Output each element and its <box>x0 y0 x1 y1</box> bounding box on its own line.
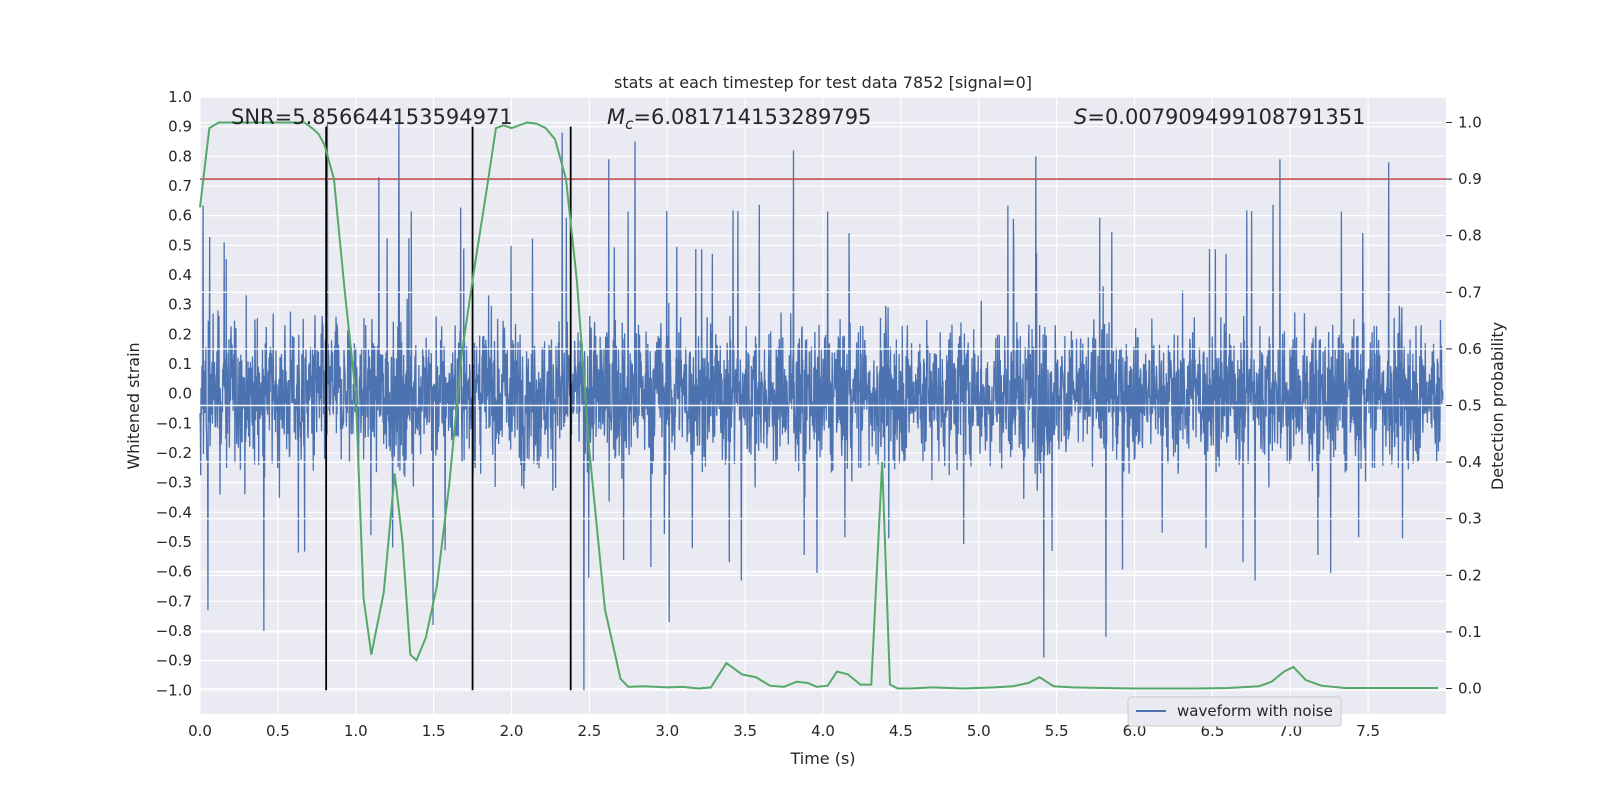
y-tick-label-10: 0.0 <box>168 385 192 403</box>
y2-tick-label-5: 0.5 <box>1458 397 1482 415</box>
y-tick-label-2: 0.8 <box>168 147 192 165</box>
legend-label: waveform with noise <box>1177 702 1333 720</box>
overlay-lines <box>199 121 1446 691</box>
y2-axis-label: Detection probability <box>1488 322 1507 490</box>
x-tick-label-4: 2.0 <box>500 722 524 740</box>
y-tick-label-4: 0.6 <box>168 207 192 225</box>
y-tick-label-13: −0.3 <box>156 474 192 492</box>
chirp-mass-subscript: c <box>625 115 634 133</box>
y-tick-label-3: 0.7 <box>168 177 192 195</box>
y2-tick-label-3: 0.7 <box>1458 283 1482 301</box>
x-tick-label-9: 4.5 <box>889 722 913 740</box>
y-tick-label-11: −0.1 <box>156 414 192 432</box>
y2-tick-label-4: 0.6 <box>1458 340 1482 358</box>
x-tick-label-10: 5.0 <box>967 722 991 740</box>
y2-tick-label-2: 0.8 <box>1458 227 1482 245</box>
y2-tick-label-10: 0.0 <box>1458 680 1482 698</box>
x-tick-label-0: 0.0 <box>188 722 212 740</box>
y-tick-label-8: 0.2 <box>168 325 192 343</box>
detection-probability-line <box>199 121 1439 690</box>
y-tick-label-15: −0.5 <box>156 533 192 551</box>
legend-box <box>1127 696 1342 727</box>
chirp-mass-symbol: M <box>607 105 625 129</box>
legend: waveform with noise <box>1127 696 1342 727</box>
chirp-mass-value: =6.081714153289795 <box>633 105 871 129</box>
x-tick-label-6: 3.0 <box>655 722 679 740</box>
x-tick-label-5: 2.5 <box>577 722 601 740</box>
x-tick-label-1: 0.5 <box>266 722 290 740</box>
y-tick-label-14: −0.4 <box>156 503 192 521</box>
x-tick-label-8: 4.0 <box>811 722 835 740</box>
s-symbol: S <box>1074 105 1087 129</box>
waveform-series <box>199 123 1446 691</box>
x-tick-label-3: 1.5 <box>422 722 446 740</box>
y2-tick-label-8: 0.2 <box>1458 566 1482 584</box>
y-tick-label-5: 0.5 <box>168 236 192 254</box>
y2-tick-label-1: 0.9 <box>1458 170 1482 188</box>
y-tick-label-17: −0.7 <box>156 592 192 610</box>
y-tick-label-0: 1.0 <box>168 88 192 106</box>
x-tick-label-11: 5.5 <box>1045 722 1069 740</box>
y-tick-label-16: −0.6 <box>156 563 192 581</box>
y-tick-label-1: 0.9 <box>168 118 192 136</box>
snr-annotation: SNR=5.856644153594971 <box>231 105 513 129</box>
y-tick-label-12: −0.2 <box>156 444 192 462</box>
s-annotation: S=0.007909499108791351 <box>1074 105 1365 129</box>
y-tick-label-6: 0.4 <box>168 266 192 284</box>
x-tick-label-7: 3.5 <box>733 722 757 740</box>
y-tick-label-18: −0.8 <box>156 622 192 640</box>
chart-title: stats at each timestep for test data 785… <box>614 73 1032 92</box>
y2-tick-label-0: 1.0 <box>1458 113 1482 131</box>
y-axis-label: Whitened strain <box>124 342 143 469</box>
y2-tick-label-7: 0.3 <box>1458 510 1482 528</box>
y2-tick-label-6: 0.4 <box>1458 453 1482 471</box>
waveform-line <box>199 123 1444 691</box>
s-value: =0.007909499108791351 <box>1087 105 1365 129</box>
x-tick-label-2: 1.0 <box>344 722 368 740</box>
y-tick-label-9: 0.1 <box>168 355 192 373</box>
y-tick-label-20: −1.0 <box>156 681 192 699</box>
x-axis-label: Time (s) <box>789 749 855 768</box>
x-tick-label-15: 7.5 <box>1356 722 1380 740</box>
y2-tick-label-9: 0.1 <box>1458 623 1482 641</box>
y-tick-label-19: −0.9 <box>156 652 192 670</box>
chirp-mass-annotation: Mc=6.081714153289795 <box>607 105 871 133</box>
y-tick-label-7: 0.3 <box>168 296 192 314</box>
